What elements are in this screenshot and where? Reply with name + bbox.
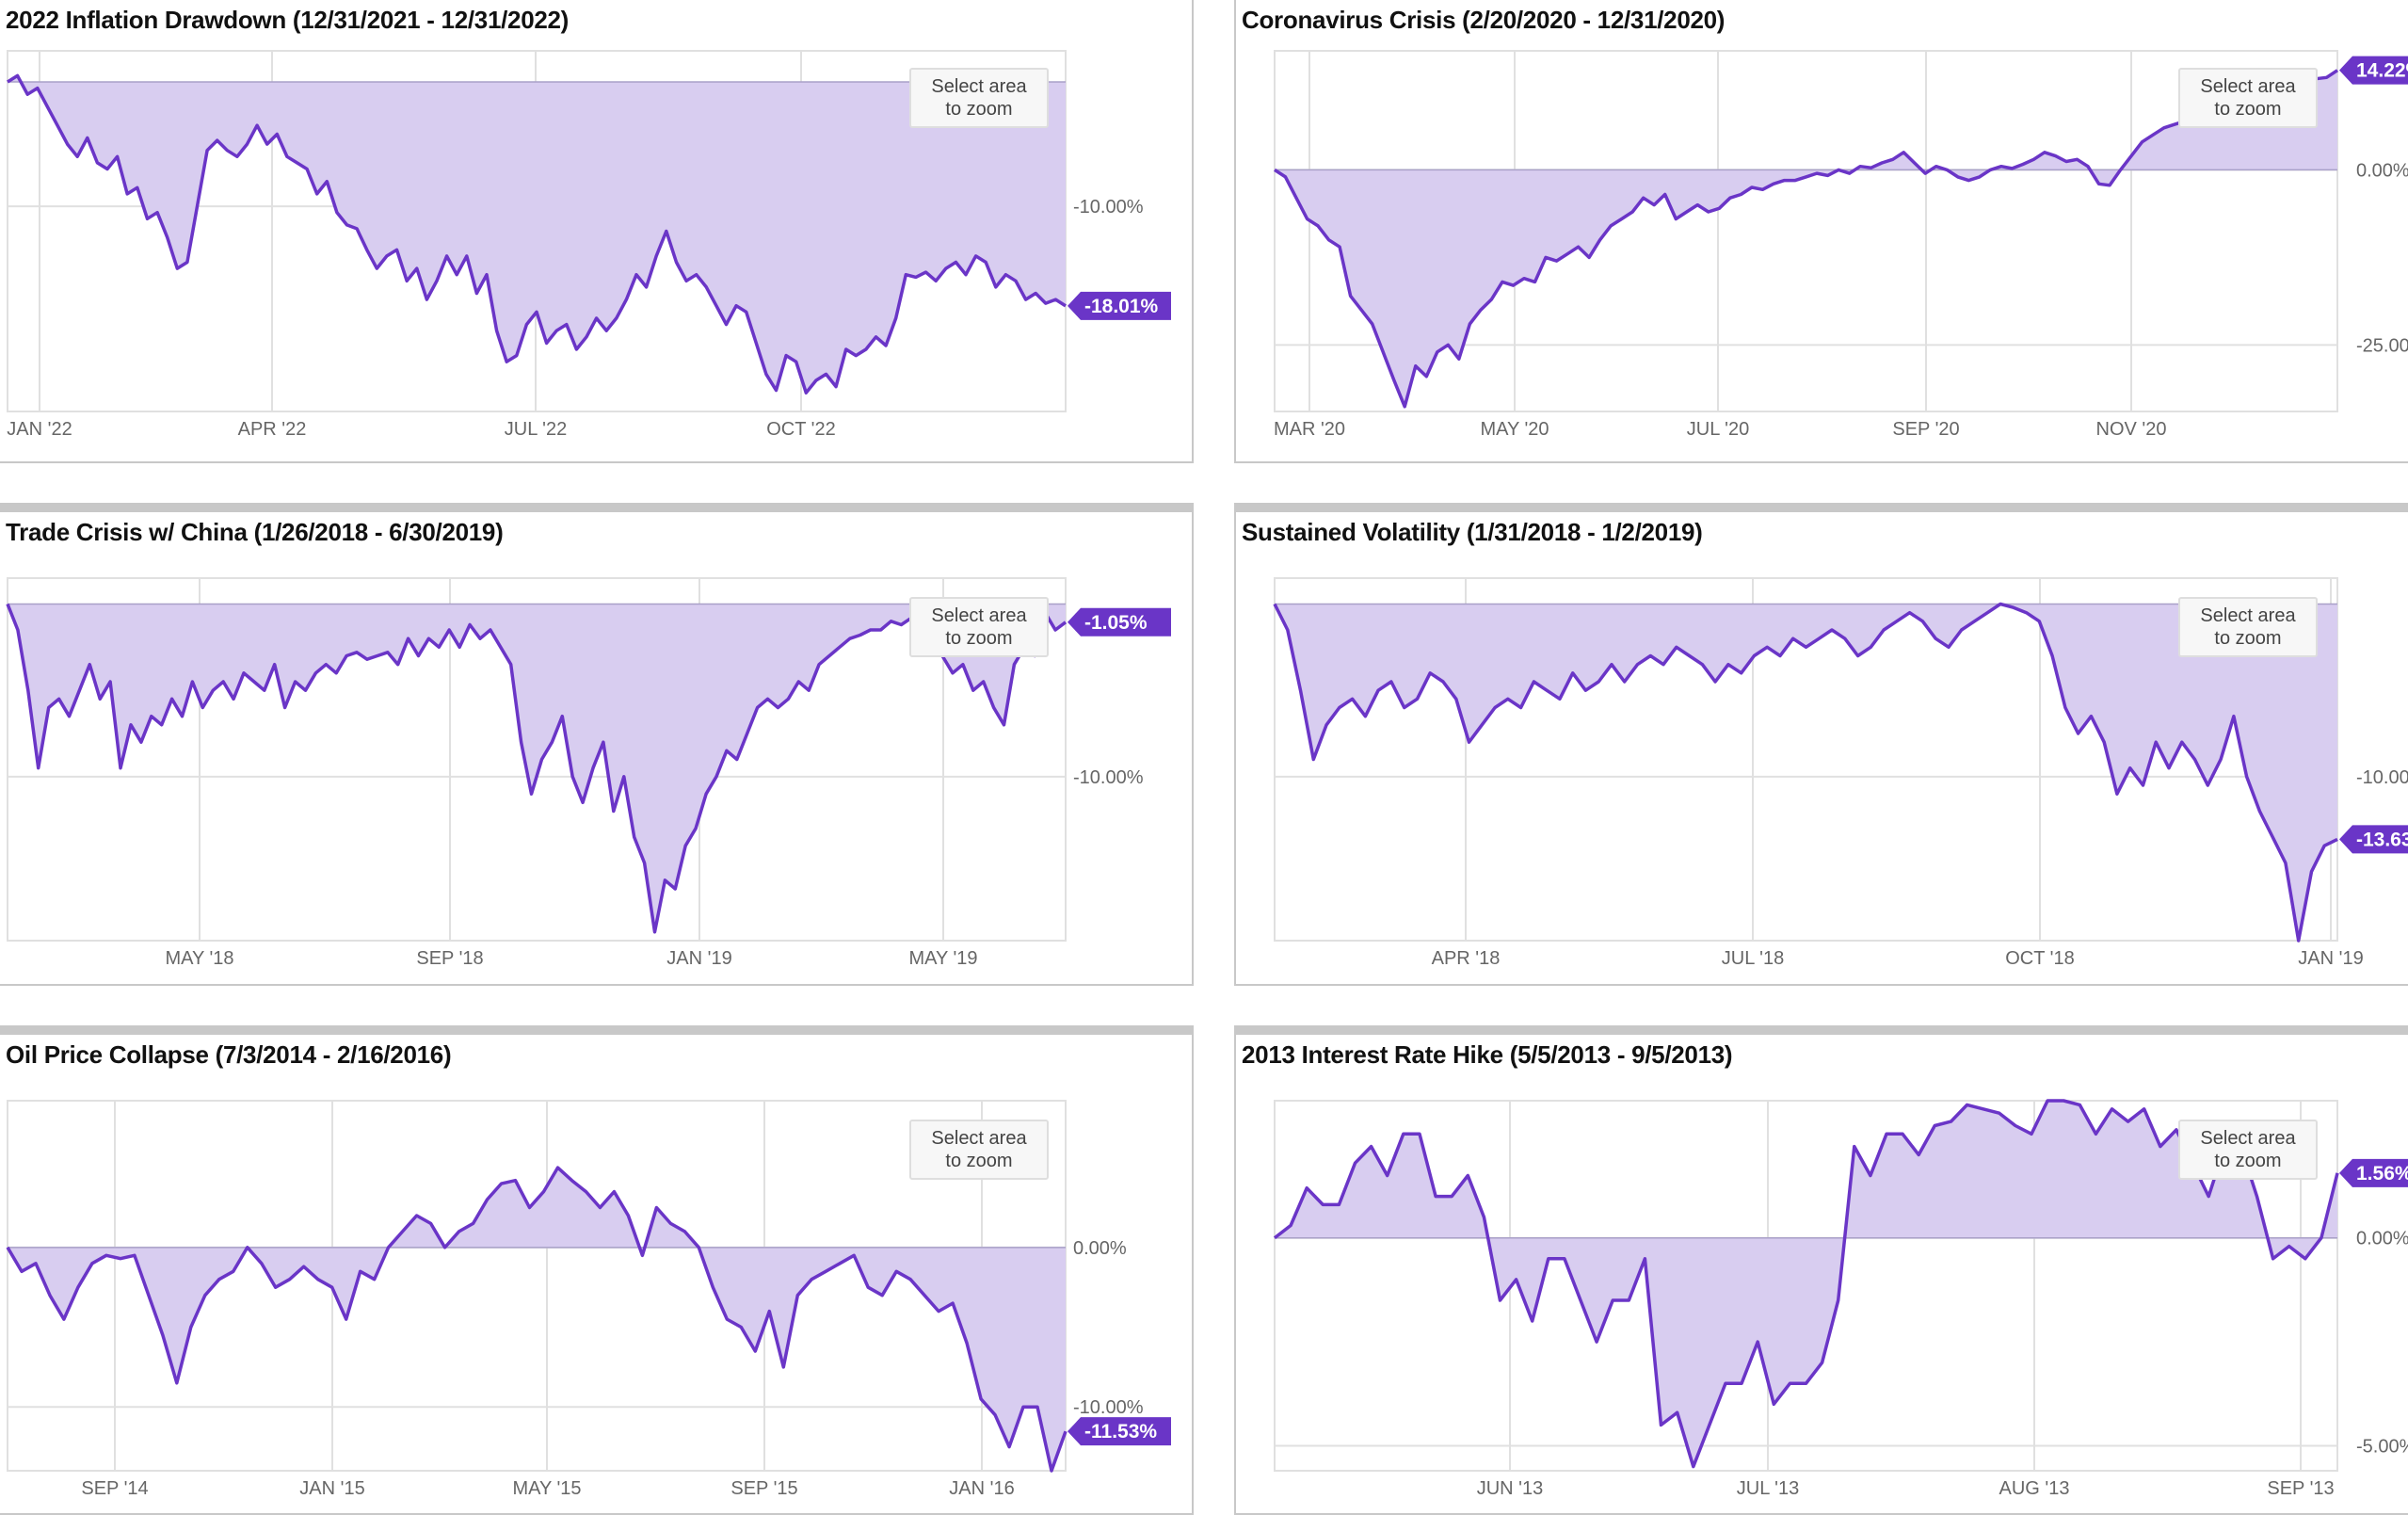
x-tick-label: JUL '22 [505,419,567,440]
end-value-label: 1.56% [2356,1163,2408,1185]
series-area [8,75,1066,394]
series-area [1275,604,2337,941]
y-tick-label: 0.00% [2356,160,2408,181]
x-tick-label: JUN '13 [1477,1478,1544,1499]
x-tick-label: APR '18 [1432,948,1501,969]
y-tick-label: -5.00% [2356,1437,2408,1458]
end-value-badge-shape [1068,291,1171,320]
x-tick-label: JAN '15 [299,1478,364,1499]
chart-panel-trade-crisis-china: Trade Crisis w/ China (1/26/2018 - 6/30/… [0,503,1194,986]
x-tick-label: MAY '19 [908,948,977,969]
chart-plot[interactable]: JAN '22 APR '22 JUL '22 OCT '22 -10.00% -18.0… [0,0,1194,463]
x-tick-label: MAY '20 [1480,419,1549,440]
end-value-badge: -1.05% [1068,607,1171,637]
end-value-badge-shape [1068,607,1171,637]
x-tick-label: JAN '19 [666,948,731,969]
end-value-badge: 1.56% [2339,1158,2408,1187]
chart-title: 2022 Inflation Drawdown (12/31/2021 - 12… [6,6,570,34]
chart-title: Oil Price Collapse (7/3/2014 - 2/16/2016… [6,1040,452,1069]
x-tick-label: OCT '18 [2005,948,2074,969]
select-area-zoom-button[interactable]: Select area to zoom [2178,597,2318,657]
x-tick-label: JUL '18 [1722,948,1784,969]
series-line [1273,1099,2339,1469]
end-value-label: -11.53% [1084,1421,1157,1442]
select-area-zoom-button[interactable]: Select area to zoom [909,68,1049,128]
series-line [6,603,1068,934]
end-value-badge-shape [1068,1417,1171,1446]
x-tick-label: NOV '20 [2096,419,2167,440]
series-line [1273,602,2338,943]
plot-frame [7,577,1067,942]
end-value-badge: 14.22% [2339,56,2408,85]
x-tick-label: APR '22 [238,419,307,440]
series-area [8,1168,1066,1471]
x-tick-label: MAY '18 [165,948,233,969]
chart-title: Sustained Volatility (1/31/2018 - 1/2/20… [1242,518,1703,546]
chart-plot[interactable]: SEP '14 JAN '15 MAY '15 SEP '15 JAN '16 0.00%… [0,1035,1194,1515]
series-line [7,73,1067,395]
chart-panel-inflation-2022: 2022 Inflation Drawdown (12/31/2021 - 12… [0,0,1194,463]
x-tick-label: JAN '16 [949,1478,1014,1499]
plot-frame [1274,1100,2338,1472]
select-area-zoom-button[interactable]: Select area to zoom [2178,68,2318,128]
end-value-badge: -11.53% [1068,1417,1171,1446]
chart-plot[interactable]: APR '18 JUL '18 OCT '18 JAN '19 -10.00% -13.6… [1236,512,2408,986]
y-tick-label: -10.00% [1073,197,1144,218]
x-tick-label: MAY '15 [512,1478,581,1499]
series-area [8,604,1066,932]
series-area [1275,1101,2337,1467]
chart-panel-coronavirus-2020: Coronavirus Crisis (2/20/2020 - 12/31/20… [1234,0,2408,463]
end-value-badge-shape [2339,56,2408,85]
chart-title: Coronavirus Crisis (2/20/2020 - 12/31/20… [1242,6,1726,34]
chart-title: 2013 Interest Rate Hike (5/5/2013 - 9/5/… [1242,1040,1733,1069]
select-area-zoom-button[interactable]: Select area to zoom [909,597,1049,657]
x-tick-label: JAN '19 [2298,948,2363,969]
x-tick-label: JAN '22 [7,419,72,440]
end-value-badge: -13.63 [2339,825,2408,854]
chart-panel-oil-price-collapse: Oil Price Collapse (7/3/2014 - 2/16/2016… [0,1025,1194,1515]
series-line [6,1166,1068,1473]
select-area-zoom-button[interactable]: Select area to zoom [2178,1120,2318,1180]
end-value-label: 14.22% [2356,60,2408,82]
x-tick-label: SEP '18 [416,948,483,969]
end-value-label: -13.63 [2356,829,2408,850]
y-tick-label: 0.00% [1073,1238,1127,1259]
x-tick-label: JUL '13 [1737,1478,1799,1499]
x-tick-label: SEP '13 [2267,1478,2334,1499]
y-tick-label: -10.00% [1073,767,1144,788]
chart-plot[interactable]: JUN '13 JUL '13 AUG '13 SEP '13 0.00% -5.00% 1… [1236,1035,2408,1515]
chart-plot[interactable]: MAY '18 SEP '18 JAN '19 MAY '19 -10.00% -1.05… [0,512,1194,986]
plot-frame [1274,50,2338,412]
select-area-zoom-button[interactable]: Select area to zoom [909,1120,1049,1180]
end-value-badge-shape [2339,825,2408,854]
x-tick-label: SEP '15 [730,1478,797,1499]
y-tick-label: -10.00% [1073,1397,1144,1418]
end-value-label: -18.01% [1084,296,1159,317]
chart-panel-interest-rate-hike-2013: 2013 Interest Rate Hike (5/5/2013 - 9/5/… [1234,1025,2408,1515]
x-tick-label: AUG '13 [1999,1478,2070,1499]
x-tick-label: SEP '14 [81,1478,148,1499]
y-tick-label: 0.00% [2356,1229,2408,1249]
x-tick-label: OCT '22 [766,419,835,440]
series-line [1274,69,2338,409]
y-tick-label: -25.00% [2356,335,2408,356]
x-tick-label: JUL '20 [1687,419,1749,440]
end-value-badge: -18.01% [1068,291,1171,320]
end-value-label: -1.05% [1084,612,1148,634]
chart-panel-sustained-volatility: Sustained Volatility (1/31/2018 - 1/2/20… [1234,503,2408,986]
x-tick-label: MAR '20 [1274,419,1345,440]
y-tick-label: -10.00% [2356,767,2408,788]
end-value-badge-shape [2339,1158,2408,1187]
x-tick-label: SEP '20 [1892,419,1959,440]
chart-title: Trade Crisis w/ China (1/26/2018 - 6/30/… [6,518,504,546]
